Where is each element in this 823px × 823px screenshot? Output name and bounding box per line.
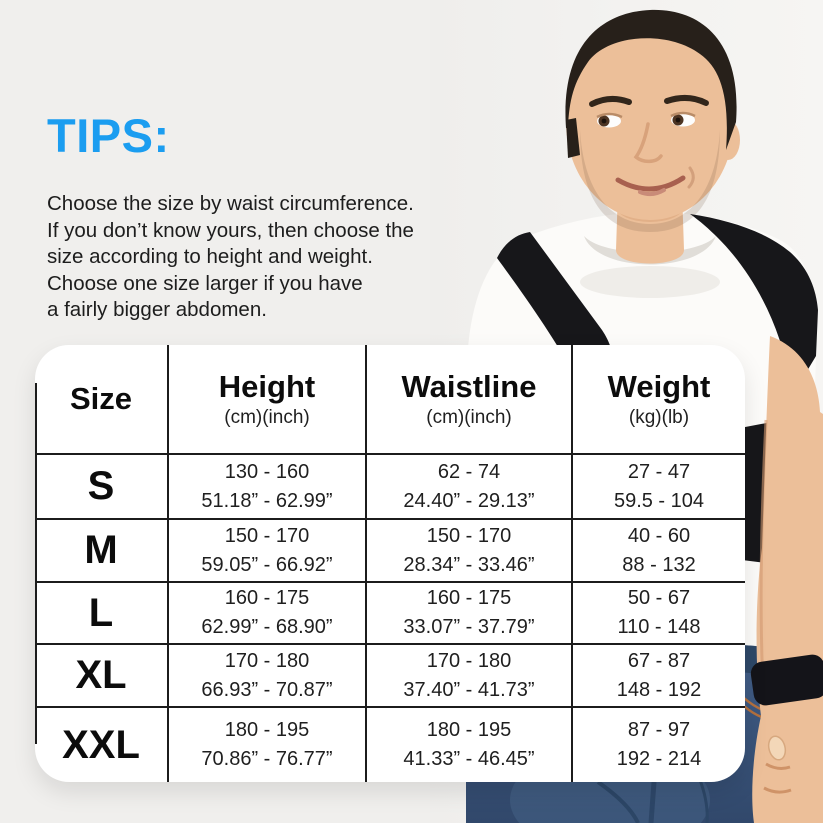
tips-line: Choose one size larger if you have <box>47 271 363 295</box>
wristwatch-band <box>750 654 823 706</box>
model-sideburn <box>566 118 580 158</box>
thumb-nail <box>767 735 787 761</box>
size-cell: XL <box>35 645 169 708</box>
size-cell: L <box>35 583 169 645</box>
waistline-cell: 180 - 195 41.33” - 46.45” <box>367 708 573 782</box>
size-table: Size Height (cm)(inch) Waistline (cm)(in… <box>35 345 745 782</box>
value-lb: 110 - 148 <box>617 616 701 638</box>
tips-line: If you don’t know yours, then choose the <box>47 218 414 242</box>
size-cell: M <box>35 520 169 583</box>
tips-line: Choose the size by waist circumference. <box>47 192 414 215</box>
brace-strap-left <box>497 232 614 378</box>
finger-crease-1 <box>765 762 791 770</box>
height-cell: 150 - 170 59.05” - 66.92” <box>169 520 367 583</box>
jeans-seam-left <box>596 780 640 823</box>
value-inch: 59.05” - 66.92” <box>201 553 333 576</box>
jeans-seam-right <box>698 779 709 823</box>
value-cm: 150 - 170 <box>224 524 310 547</box>
model-pupil-left <box>601 118 607 124</box>
height-cell: 180 - 195 70.86” - 76.77” <box>169 708 367 782</box>
model-collar <box>584 236 716 265</box>
size-cell: XXL <box>35 708 169 782</box>
column-header-waistline: Waistline (cm)(inch) <box>367 345 573 455</box>
model-hair <box>565 9 737 150</box>
height-cell: 130 - 160 51.18” - 62.99” <box>169 455 367 520</box>
value-kg: 40 - 60 <box>627 524 691 547</box>
value-lb: 88 - 132 <box>622 553 696 576</box>
value-inch: 41.33” - 46.45” <box>403 748 535 770</box>
value-lb: 148 - 192 <box>616 678 702 701</box>
value-cm: 150 - 170 <box>426 524 512 547</box>
waistline-cell: 150 - 170 28.34” - 33.46” <box>367 520 573 583</box>
value-lb: 59.5 - 104 <box>613 489 705 512</box>
value-cm: 180 - 195 <box>426 719 512 741</box>
column-header-size: Size <box>35 345 169 455</box>
value-cm: 160 - 175 <box>224 587 310 609</box>
waistline-cell: 160 - 175 33.07” - 37.79” <box>367 583 573 645</box>
weight-cell: 50 - 67 110 - 148 <box>573 583 745 645</box>
value-cm: 170 - 180 <box>426 649 512 672</box>
model-eyelid-left <box>596 112 623 119</box>
jeans-center-shadow <box>648 781 657 823</box>
header-unit: (cm)(inch) <box>426 406 512 428</box>
value-lb: 192 - 214 <box>616 748 702 770</box>
value-cm: 160 - 175 <box>426 587 512 609</box>
value-inch: 62.99” - 68.90” <box>201 616 333 638</box>
header-unit: (kg)(lb) <box>628 406 690 428</box>
tips-text: Choose the size by waist circumference. … <box>47 191 507 324</box>
tips-line: size according to height and weight. <box>47 245 373 268</box>
model-nose <box>633 122 663 164</box>
size-cell: S <box>35 455 169 520</box>
model-chest-shadow <box>580 266 720 298</box>
value-inch: 66.93” - 70.87” <box>201 678 333 701</box>
tips-line: a fairly bigger abdomen. <box>47 298 267 321</box>
value-kg: 27 - 47 <box>627 460 691 483</box>
column-header-weight: Weight (kg)(lb) <box>573 345 745 455</box>
value-inch: 33.07” - 37.79” <box>403 616 535 638</box>
height-cell: 160 - 175 62.99” - 68.90” <box>169 583 367 645</box>
value-cm: 180 - 195 <box>224 719 310 741</box>
finger-crease-2 <box>763 786 792 794</box>
model-eyebrow-left <box>589 96 632 107</box>
tips-section: TIPS: Choose the size by waist circumfer… <box>47 108 507 324</box>
waistline-cell: 170 - 180 37.40” - 41.73” <box>367 645 573 708</box>
header-unit: (cm)(inch) <box>224 406 310 428</box>
header-label: Waistline <box>401 368 537 404</box>
weight-cell: 87 - 97 192 - 214 <box>573 708 745 782</box>
value-inch: 24.40” - 29.13” <box>403 489 535 512</box>
header-label: Height <box>218 368 316 404</box>
model-eyelid-right <box>670 111 696 118</box>
header-label: Weight <box>607 368 711 404</box>
value-inch: 28.34” - 33.46” <box>403 553 535 576</box>
waistline-cell: 62 - 74 24.40” - 29.13” <box>367 455 573 520</box>
weight-cell: 40 - 60 88 - 132 <box>573 520 745 583</box>
model-lower-lip <box>638 188 666 197</box>
value-inch: 70.86” - 76.77” <box>201 748 333 770</box>
value-cm: 62 - 74 <box>437 460 501 483</box>
value-kg: 87 - 97 <box>627 719 691 741</box>
value-kg: 50 - 67 <box>627 587 691 609</box>
tips-heading: TIPS: <box>47 109 170 162</box>
value-cm: 170 - 180 <box>224 649 310 672</box>
model-smile <box>615 175 686 192</box>
model-pupil-right <box>675 117 681 123</box>
value-kg: 67 - 87 <box>627 649 691 672</box>
value-inch: 51.18” - 62.99” <box>201 489 333 512</box>
header-label: Size <box>69 381 133 416</box>
size-table-card: Size Height (cm)(inch) Waistline (cm)(in… <box>35 345 745 782</box>
column-header-height: Height (cm)(inch) <box>169 345 367 455</box>
value-cm: 130 - 160 <box>224 460 310 483</box>
weight-cell: 67 - 87 148 - 192 <box>573 645 745 708</box>
value-inch: 37.40” - 41.73” <box>403 678 535 701</box>
weight-cell: 27 - 47 59.5 - 104 <box>573 455 745 520</box>
model-eyebrow-right <box>664 95 709 106</box>
height-cell: 170 - 180 66.93” - 70.87” <box>169 645 367 708</box>
model-smile-crease <box>687 166 695 189</box>
